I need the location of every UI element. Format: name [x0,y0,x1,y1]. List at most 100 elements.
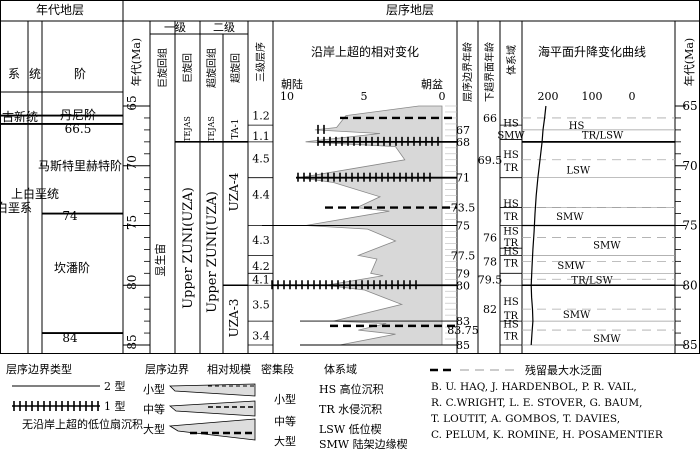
downlap-age-header: 下超界面年龄 [483,42,496,102]
legend-tr: TR 水侵沉积 [319,403,382,416]
downlap-age: 66 [483,112,497,125]
seq-boundary-age: 75 [456,220,470,233]
chrono-header: 年代地层 [36,3,84,17]
age-tick-right: 70 [682,159,697,173]
systems-tract-label: HS [503,247,519,258]
legend-large: 大型 [143,422,165,436]
systems-tract-label: HS [503,119,519,130]
curve-tract-label: TR/LSW [582,131,624,142]
age-header-left: 年代(Ma) [129,38,143,86]
legend-type1: 1 型 [104,399,126,413]
sea-level-tick-100: 100 [582,90,603,103]
downlap-age: 76 [483,231,497,244]
stage-campanian: 坎潘阶 [54,261,90,275]
series-header: 统 [29,67,41,81]
sequence-header: 层序地层 [386,2,434,17]
supercycle-uza4: UZA-4 [227,172,241,211]
megacycle-set-header: 巨旋回组 [156,48,169,88]
seq-boundary-age: 83 [456,315,470,328]
systems-tract-label: SMW [497,131,525,142]
authors-line-1: B. U. HAQ, J. HARDENBOL, P. R. VAIL, [431,381,637,393]
legend-boundary-type: 层序边界类型 [6,362,72,376]
onlap-tick-5: 5 [361,90,368,103]
legend-dense-section: 密集段 [261,362,294,376]
seq-boundary-age: 73.5 [451,202,476,215]
seq-boundary-age: 85 [456,339,470,352]
legend-systems-tract: 体系域 [324,362,357,376]
seq-boundary-age: 68 [456,136,470,149]
megacycle-header: 巨旋回 [181,53,194,83]
age-tick-left: 85 [125,334,139,349]
seq-boundary-age: 71 [456,172,470,185]
systems-tract-label: TR [504,259,519,270]
legend-dense-small: 小型 [274,392,296,406]
sea-level-tick-0: 0 [629,90,636,103]
tejas-megacycle: TEJAS [183,116,192,142]
systems-tract-label: HS [503,150,519,161]
supercycle-set-header: 超旋回组 [205,48,218,88]
seq-boundary-age: 67 [456,124,470,137]
eon-label: 显生宙 [153,244,167,277]
supercycle-ta1: TA-1 [231,119,241,140]
curve-tract-label: SMW [556,212,584,223]
cretaceous-system: 白垩系 [0,200,32,215]
sea-level-curve [530,105,547,346]
downlap-age: 79.5 [478,273,503,286]
systems-tract-label: TR [504,311,519,322]
third-order-seq: 3.4 [252,329,270,342]
age-tick-right: 75 [682,219,697,233]
sea-level-header: 海平面升降变化曲线 [538,44,646,59]
age-tick-right: 65 [682,99,697,113]
stage-maastrichtian: 马斯特里赫特阶 [38,158,122,173]
stage-danian-age: 66.5 [65,122,92,136]
seq-boundary-age: 80 [456,279,470,292]
seq-boundary-age: 79 [456,267,470,280]
third-order-seq: 1.2 [252,110,270,123]
first-order-header: 一级 [164,21,186,34]
legend-dense-medium: 中等 [274,414,296,428]
curve-tract-label: SMW [563,310,591,321]
third-order-seq: 4.1 [252,273,270,286]
stage-header: 阶 [74,67,86,81]
third-order-seq: 4.5 [252,153,270,166]
age-tick-right: 80 [682,278,697,292]
legend-lsw: LSW 低位楔 [319,422,382,436]
curve-tract-label: SMW [557,261,585,272]
third-order-seq: 4.3 [252,234,270,247]
supercycle-set-name: Upper ZUNI(UZA) [205,191,220,313]
seq-boundary-age: 77.5 [451,249,476,262]
third-order-header: 三级层序 [254,42,267,82]
authors-line-4: C. PELUM, K. ROMINE, H. POSAMENTIER [431,429,664,441]
systems-tract-label: HS [503,226,519,237]
age-tick-left: 65 [125,95,139,110]
third-order-seq: 4.2 [252,260,270,273]
stage-maastrichtian-age: 74 [62,209,78,223]
age-tick-right: 85 [682,338,697,352]
seq-boundary-age: 83.75 [447,324,479,337]
curve-tract-label: LSW [566,165,590,176]
third-order-seq: 1.1 [252,130,270,143]
systems-tract-header: 体系域 [505,45,518,75]
megacycle-name: Upper ZUNI(UZA) [181,187,196,309]
legend-residual-max-flood: 残留最大水泛面 [525,363,602,377]
age-tick-left: 75 [125,215,139,230]
age-tick-left: 70 [125,155,139,170]
legend-type2: 2 型 [104,379,126,393]
onlap-tick-10: 10 [280,90,294,103]
stage-campanian-age: 84 [62,331,78,345]
seq-boundary-age-header: 层序边界年龄 [461,42,474,102]
system-header: 系 [8,67,20,81]
systems-tract-label: HS [503,199,519,210]
legend-smw: SMW 陆架边缘楔 [319,437,408,449]
legend-lowstand-fan: 无沿岸上超的低位扇沉积 [22,417,143,431]
age-header-right: 年代(Ma) [682,38,696,86]
curve-tract-label: TR/LSW [571,275,613,286]
third-order-seq: 4.4 [252,188,270,201]
age-tick-left: 80 [125,275,139,290]
downlap-age: 82 [483,303,497,316]
systems-tract-label: HS [503,319,519,330]
third-order-seq: 3.5 [252,298,270,311]
systems-tract-label: HS [503,297,519,308]
paleogene-label: 古新统 [2,109,38,124]
